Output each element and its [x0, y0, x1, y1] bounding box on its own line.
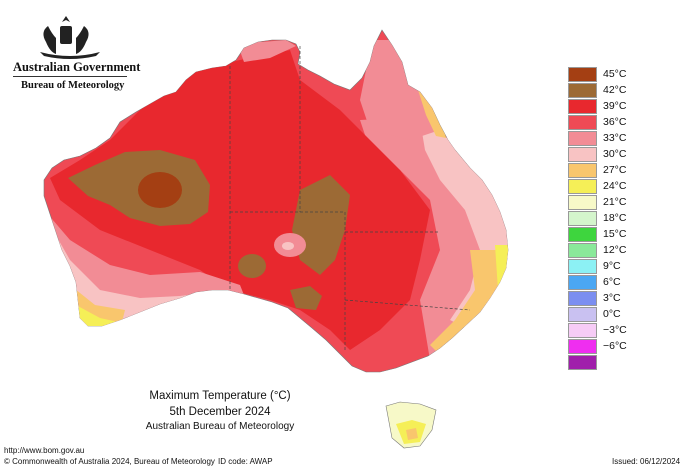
map-caption: Maximum Temperature (°C) 5th December 20…: [130, 389, 310, 433]
zone-33-north: [360, 40, 440, 140]
legend-swatch: [568, 115, 597, 130]
legend-swatch: [568, 67, 597, 82]
legend-item: 45°C: [568, 67, 644, 83]
legend-swatch: [568, 131, 597, 146]
legend-label: 42°C: [603, 84, 627, 96]
legend-swatch: [568, 307, 597, 322]
state-borders: [229, 46, 471, 350]
legend-label: 27°C: [603, 164, 627, 176]
legend-swatch: [568, 83, 597, 98]
footer-issued: Issued: 06/12/2024: [612, 457, 680, 466]
legend-item: 33°C: [568, 131, 644, 147]
tasmania-warmest: [406, 428, 418, 440]
legend-item: 3°C: [568, 291, 644, 307]
legend-swatch: [568, 147, 597, 162]
legend-item: 9°C: [568, 259, 644, 275]
map-title: Maximum Temperature (°C): [149, 390, 291, 402]
legend-swatch: [568, 195, 597, 210]
legend-label: 33°C: [603, 132, 627, 144]
legend-swatch: [568, 211, 597, 226]
legend-swatch: [568, 355, 597, 370]
government-title: Australian Government: [13, 60, 141, 74]
legend-label: 9°C: [603, 260, 621, 272]
legend-label: 18°C: [603, 212, 627, 224]
legend-label: 36°C: [603, 116, 627, 128]
legend-label: 12°C: [603, 244, 627, 256]
legend-swatch: [568, 291, 597, 306]
zone-33-topend: [236, 40, 296, 62]
legend-label: 30°C: [603, 148, 627, 160]
legend-swatch: [568, 227, 597, 242]
coat-of-arms-logo: [40, 16, 100, 59]
legend-label: 15°C: [603, 228, 627, 240]
legend-swatch: [568, 99, 597, 114]
legend-item: 18°C: [568, 211, 644, 227]
legend-item: 36°C: [568, 115, 644, 131]
legend-item: 6°C: [568, 275, 644, 291]
legend-item: −3°C: [568, 323, 644, 339]
legend-item: 27°C: [568, 163, 644, 179]
legend-label: 39°C: [603, 100, 627, 112]
legend-item: 12°C: [568, 243, 644, 259]
zone-42-central: [292, 175, 350, 275]
header-divider: [13, 76, 127, 77]
legend-label: 3°C: [603, 292, 621, 304]
zone-42-south: [290, 286, 322, 310]
legend-swatch: [568, 243, 597, 258]
legend-item: 39°C: [568, 99, 644, 115]
legend-item: 24°C: [568, 179, 644, 195]
map-source: Australian Bureau of Meteorology: [145, 421, 295, 432]
legend-label: 24°C: [603, 180, 627, 192]
footer-copyright: © Commonwealth of Australia 2024, Bureau…: [4, 457, 215, 466]
zone-27-east: [430, 250, 508, 355]
legend-swatch: [568, 259, 597, 274]
zone-30-inland: [282, 242, 294, 250]
legend-label: 21°C: [603, 196, 627, 208]
legend-label: 45°C: [603, 68, 627, 80]
legend-label: 6°C: [603, 276, 621, 288]
legend-label: −6°C: [603, 340, 627, 352]
legend-swatch: [568, 275, 597, 290]
legend-item: −6°C: [568, 339, 644, 355]
legend-swatch: [568, 179, 597, 194]
legend-item: 0°C: [568, 307, 644, 323]
legend-item: 42°C: [568, 83, 644, 99]
legend-swatch: [568, 163, 597, 178]
legend-item: [568, 355, 644, 371]
legend-item: 30°C: [568, 147, 644, 163]
map-date: 5th December 2024: [169, 406, 271, 418]
zone-42-bight: [238, 254, 266, 278]
zone-45-hotspot: [138, 172, 182, 208]
legend-label: −3°C: [603, 324, 627, 336]
footer-url[interactable]: http://www.bom.gov.au: [4, 446, 85, 455]
legend-item: 21°C: [568, 195, 644, 211]
zone-27-qld: [418, 90, 446, 138]
legend-swatch: [568, 323, 597, 338]
legend-label: 0°C: [603, 308, 621, 320]
bureau-name: Bureau of Meteorology: [21, 80, 125, 91]
footer-id-code: ID code: AWAP: [218, 457, 273, 466]
legend-swatch: [568, 339, 597, 354]
temperature-legend: 45°C 42°C 39°C 36°C 33°C 30°C 27°C 24°C …: [568, 67, 644, 380]
legend-item: 15°C: [568, 227, 644, 243]
zone-39-central: [50, 50, 430, 350]
